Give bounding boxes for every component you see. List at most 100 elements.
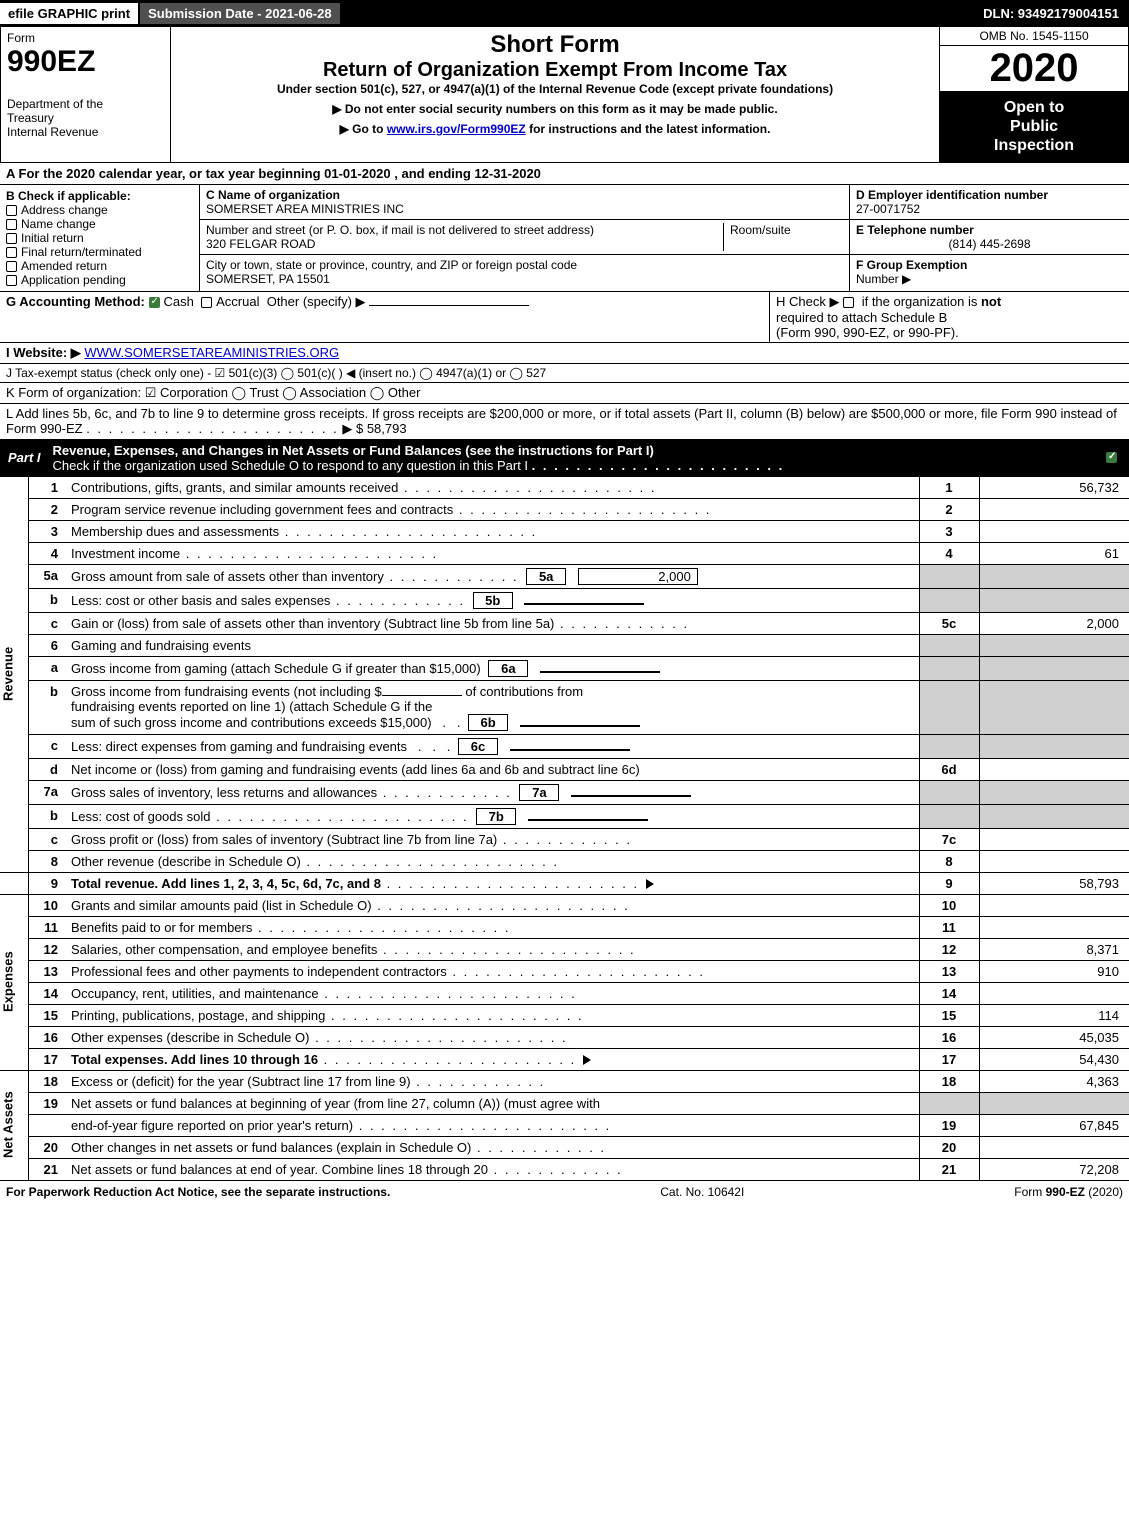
row-21-box: 21 — [919, 1158, 979, 1180]
row-20-box: 20 — [919, 1136, 979, 1158]
row-14-box: 14 — [919, 982, 979, 1004]
org-addr-value: 320 FELGAR ROAD — [206, 237, 723, 251]
row-5a-box-gray — [919, 564, 979, 588]
line-i-website: I Website: ▶ WWW.SOMERSETAREAMINISTRIES.… — [0, 343, 1129, 364]
row-11-num: 11 — [28, 916, 66, 938]
form-word: Form — [7, 31, 164, 45]
row-9-num: 9 — [28, 872, 66, 894]
row-3-amt — [979, 520, 1129, 542]
row-5c-amt: 2,000 — [979, 612, 1129, 634]
side-spacer-1 — [0, 872, 28, 894]
period-line-a: A For the 2020 calendar year, or tax yea… — [0, 163, 1129, 185]
h-mid: if the organization is — [862, 294, 981, 309]
open-line1: Open to — [944, 98, 1124, 117]
goto-pre: ▶ Go to — [340, 122, 387, 136]
row-7a-num: 7a — [28, 780, 66, 804]
chk-h-not-required[interactable] — [843, 297, 854, 308]
row-6b-box-gray — [919, 680, 979, 734]
row-3-num: 3 — [28, 520, 66, 542]
open-to-public-box: Open to Public Inspection — [940, 92, 1128, 162]
org-city-value: SOMERSET, PA 15501 — [206, 272, 843, 286]
room-suite-label: Room/suite — [723, 223, 843, 251]
row-15-num: 15 — [28, 1004, 66, 1026]
row-9-desc: Total revenue. Add lines 1, 2, 3, 4, 5c,… — [66, 872, 919, 894]
row-9-amt: 58,793 — [979, 872, 1129, 894]
row-13-num: 13 — [28, 960, 66, 982]
side-label-net-assets: Net Assets — [0, 1070, 28, 1180]
row-20-num: 20 — [28, 1136, 66, 1158]
footer-left: For Paperwork Reduction Act Notice, see … — [6, 1185, 390, 1199]
form-number: 990EZ — [7, 45, 164, 79]
row-18-desc: Excess or (deficit) for the year (Subtra… — [66, 1070, 919, 1092]
chk-cash[interactable] — [149, 297, 160, 308]
irs-link[interactable]: www.irs.gov/Form990EZ — [387, 122, 526, 136]
row-8-box: 8 — [919, 850, 979, 872]
row-6-box-gray — [919, 634, 979, 656]
row-2-amt — [979, 498, 1129, 520]
row-6b-num: b — [28, 680, 66, 734]
row-6d-desc: Net income or (loss) from gaming and fun… — [66, 758, 919, 780]
chk-final-return[interactable]: Final return/terminated — [6, 245, 193, 259]
i-label: I Website: ▶ — [6, 345, 81, 360]
goto-post: for instructions and the latest informat… — [529, 122, 770, 136]
submission-date-cell: Submission Date - 2021-06-28 — [140, 3, 342, 24]
chk-name-change[interactable]: Name change — [6, 217, 193, 231]
org-name-value: SOMERSET AREA MINISTRIES INC — [206, 202, 843, 216]
row-19-amt: 67,845 — [979, 1114, 1129, 1136]
g-cash: Cash — [164, 294, 194, 309]
section-def-col: D Employer identification number 27-0071… — [849, 185, 1129, 291]
part1-schedule-o-check[interactable] — [1106, 452, 1117, 463]
group-exemption-cell: F Group Exemption Number ▶ — [850, 255, 1129, 289]
chk-application-pending[interactable]: Application pending — [6, 273, 193, 287]
footer-cat-no: Cat. No. 10642I — [660, 1185, 744, 1199]
org-name-cell: C Name of organization SOMERSET AREA MIN… — [200, 185, 849, 220]
row-13-amt: 910 — [979, 960, 1129, 982]
row-6d-box: 6d — [919, 758, 979, 780]
row-1-box: 1 — [919, 476, 979, 498]
side-label-revenue: Revenue — [0, 476, 28, 872]
row-10-box: 10 — [919, 894, 979, 916]
row-17-desc: Total expenses. Add lines 10 through 16 — [66, 1048, 919, 1070]
dept-treasury-2: Treasury — [7, 111, 164, 125]
row-6-num: 6 — [28, 634, 66, 656]
chk-initial-return[interactable]: Initial return — [6, 231, 193, 245]
row-12-amt: 8,371 — [979, 938, 1129, 960]
ein-cell: D Employer identification number 27-0071… — [850, 185, 1129, 220]
part1-label: Part I — [8, 450, 53, 465]
row-19b-num — [28, 1114, 66, 1136]
line-l-gross-receipts: L Add lines 5b, 6c, and 7b to line 9 to … — [0, 404, 1129, 440]
g-label: G Accounting Method: — [6, 294, 145, 309]
org-info-grid: B Check if applicable: Address change Na… — [0, 185, 1129, 292]
chk-amended-return[interactable]: Amended return — [6, 259, 193, 273]
chk-address-change[interactable]: Address change — [6, 203, 193, 217]
row-6a-iamt — [540, 671, 660, 673]
form-title-short: Short Form — [177, 31, 933, 59]
org-addr-label: Number and street (or P. O. box, if mail… — [206, 223, 723, 237]
tel-label: E Telephone number — [856, 223, 1123, 237]
row-6c-desc: Less: direct expenses from gaming and fu… — [66, 734, 919, 758]
row-6d-num: d — [28, 758, 66, 780]
row-4-desc: Investment income — [66, 542, 919, 564]
footer-form-ref: Form 990-EZ (2020) — [1014, 1185, 1123, 1199]
row-5a-ibox: 5a — [526, 568, 566, 585]
line-k-form-org: K Form of organization: ☑ Corporation ◯ … — [0, 383, 1129, 404]
row-5b-desc: Less: cost or other basis and sales expe… — [66, 588, 919, 612]
row-7a-iamt — [571, 795, 691, 797]
row-19-amt-gray — [979, 1092, 1129, 1114]
ein-value: 27-0071752 — [856, 202, 1123, 216]
org-name-label: C Name of organization — [206, 188, 843, 202]
row-20-amt — [979, 1136, 1129, 1158]
row-6b-iamt — [520, 725, 640, 727]
row-8-amt — [979, 850, 1129, 872]
website-link[interactable]: WWW.SOMERSETAREAMINISTRIES.ORG — [84, 345, 339, 360]
row-7b-box-gray — [919, 804, 979, 828]
h-line2: required to attach Schedule B — [776, 310, 947, 325]
row-16-box: 16 — [919, 1026, 979, 1048]
row-13-box: 13 — [919, 960, 979, 982]
row-11-box: 11 — [919, 916, 979, 938]
row-15-box: 15 — [919, 1004, 979, 1026]
row-13-desc: Professional fees and other payments to … — [66, 960, 919, 982]
row-10-amt — [979, 894, 1129, 916]
row-8-num: 8 — [28, 850, 66, 872]
chk-accrual[interactable] — [201, 297, 212, 308]
